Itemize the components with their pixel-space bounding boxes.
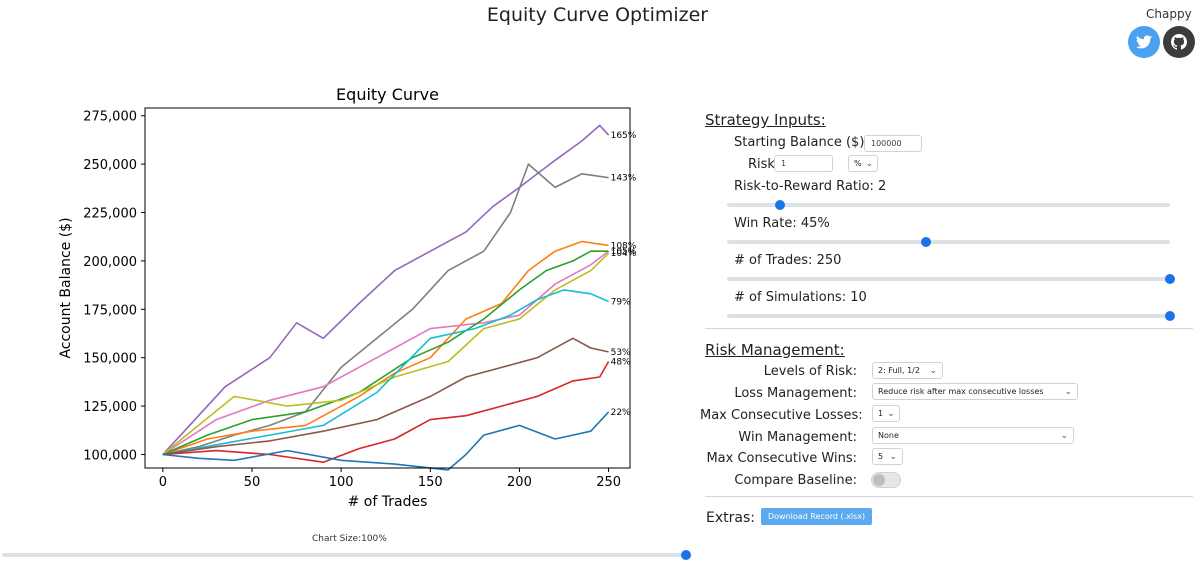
chevron-down-icon: ⌄ — [1060, 430, 1068, 441]
series-end-label: 105% — [611, 247, 637, 257]
section-divider — [705, 328, 1193, 329]
win-rate-label: Win Rate: 45% — [734, 216, 830, 231]
y-tick-label: 100,000 — [83, 448, 137, 463]
extras-label: Extras: — [706, 510, 755, 526]
x-tick-label: 200 — [507, 475, 532, 490]
max-consecutive-wins-value: 5 — [878, 452, 884, 461]
series-end-label: 22% — [611, 408, 631, 418]
compare-baseline-toggle[interactable] — [871, 472, 901, 488]
y-tick-label: 175,000 — [83, 303, 137, 318]
y-tick-label: 225,000 — [83, 207, 137, 222]
chart-size-slider[interactable] — [2, 550, 691, 560]
max-consecutive-losses-label: Max Consecutive Losses: — [700, 408, 863, 423]
series-line-1 — [162, 124, 610, 456]
x-tick-label: 100 — [329, 475, 354, 490]
github-icon — [1171, 34, 1187, 50]
y-tick-label: 275,000 — [83, 110, 137, 125]
win-rate-slider-thumb[interactable] — [921, 237, 932, 247]
section-divider — [705, 496, 1193, 497]
x-tick-label: 50 — [244, 475, 261, 490]
win-management-label: Win Management: — [738, 430, 857, 445]
loss-management-select[interactable]: Reduce risk after max consecutive losses… — [872, 383, 1078, 400]
max-consecutive-losses-value: 1 — [878, 409, 884, 418]
y-tick-label: 200,000 — [83, 255, 137, 270]
equity-curve-chart: Equity Curve 165% 143% 108%105%104% 79% 53%48… — [58, 85, 637, 510]
trades-label: # of Trades: 250 — [734, 253, 842, 268]
chart-size-label: Chart Size:100% — [312, 534, 387, 544]
series-line-2 — [162, 163, 609, 456]
risk-unit-value: % — [854, 159, 862, 168]
x-tick-label: 0 — [159, 475, 167, 490]
rr-ratio-slider-thumb[interactable] — [775, 200, 786, 210]
series-line-3 — [162, 240, 609, 456]
simulations-slider-thumb[interactable] — [1165, 311, 1175, 321]
starting-balance-input[interactable] — [864, 135, 922, 152]
twitter-button[interactable] — [1128, 26, 1160, 58]
twitter-icon — [1136, 35, 1152, 49]
chart-size-slider-thumb[interactable] — [681, 550, 691, 560]
series-end-label: 53% — [611, 348, 631, 358]
author-name: Chappy — [1146, 7, 1192, 21]
chevron-down-icon: ⌄ — [887, 408, 895, 419]
plot-frame — [144, 107, 631, 469]
levels-of-risk-label: Levels of Risk: — [763, 364, 857, 379]
x-tick-label: 250 — [596, 475, 621, 490]
compare-baseline-label: Compare Baseline: — [734, 473, 857, 488]
series-end-label: 104% — [611, 249, 637, 259]
y-tick-label: 150,000 — [83, 352, 137, 367]
loss-management-label: Loss Management: — [734, 386, 857, 401]
chevron-down-icon: ⌄ — [865, 158, 874, 169]
series-line-4 — [162, 250, 610, 456]
series-line-6 — [162, 252, 610, 456]
series-end-label: 108% — [611, 241, 637, 251]
series-line-5 — [162, 250, 609, 456]
series-end-label: 79% — [611, 298, 631, 308]
chevron-down-icon: ⌄ — [1064, 386, 1072, 397]
x-axis-label: # of Trades — [348, 494, 428, 510]
y-tick-label: 125,000 — [83, 400, 137, 415]
loss-management-value: Reduce risk after max consecutive losses — [878, 387, 1044, 396]
github-button[interactable] — [1163, 26, 1195, 58]
risk-input[interactable] — [774, 155, 833, 172]
x-tick-label: 150 — [418, 475, 443, 490]
strategy-inputs-title: Strategy Inputs: — [705, 111, 826, 129]
y-axis-label: Account Balance ($) — [58, 217, 74, 358]
risk-management-title: Risk Management: — [705, 341, 845, 359]
series-line-9 — [162, 361, 610, 464]
levels-of-risk-value: 2: Full, 1/2 — [878, 366, 920, 375]
chevron-down-icon: ⌄ — [929, 365, 937, 376]
win-management-value: None — [878, 431, 899, 440]
trades-slider[interactable] — [727, 274, 1175, 284]
starting-balance-label: Starting Balance ($): — [734, 135, 869, 150]
simulations-label: # of Simulations: 10 — [734, 290, 867, 305]
series-line-10 — [162, 411, 610, 471]
series-end-label: 48% — [611, 358, 631, 368]
win-rate-slider[interactable] — [727, 237, 1170, 247]
simulations-slider[interactable] — [727, 311, 1175, 321]
download-record-button[interactable]: Download Record (.xlsx) — [761, 508, 873, 525]
y-tick-label: 250,000 — [83, 158, 137, 173]
series-end-label: 165% — [611, 131, 637, 141]
risk-unit-select[interactable]: % ⌄ — [848, 155, 878, 172]
risk-label: Risk: — [748, 157, 780, 172]
levels-of-risk-select[interactable]: 2: Full, 1/2 ⌄ — [872, 362, 943, 379]
max-consecutive-wins-select[interactable]: 5 ⌄ — [872, 448, 903, 465]
chevron-down-icon: ⌄ — [889, 451, 897, 462]
series-line-8 — [162, 337, 609, 456]
rr-ratio-slider[interactable] — [727, 200, 1170, 210]
max-consecutive-losses-select[interactable]: 1 ⌄ — [872, 405, 900, 422]
toggle-knob — [873, 474, 885, 486]
trades-slider-thumb[interactable] — [1165, 274, 1175, 284]
series-end-label: 143% — [611, 174, 637, 184]
series-line-7 — [162, 289, 609, 456]
app-title: Equity Curve Optimizer — [486, 4, 709, 26]
max-consecutive-wins-label: Max Consecutive Wins: — [706, 451, 857, 466]
rr-ratio-label: Risk-to-Reward Ratio: 2 — [734, 179, 887, 194]
win-management-select[interactable]: None ⌄ — [872, 427, 1074, 444]
chart-title: Equity Curve — [336, 85, 439, 104]
